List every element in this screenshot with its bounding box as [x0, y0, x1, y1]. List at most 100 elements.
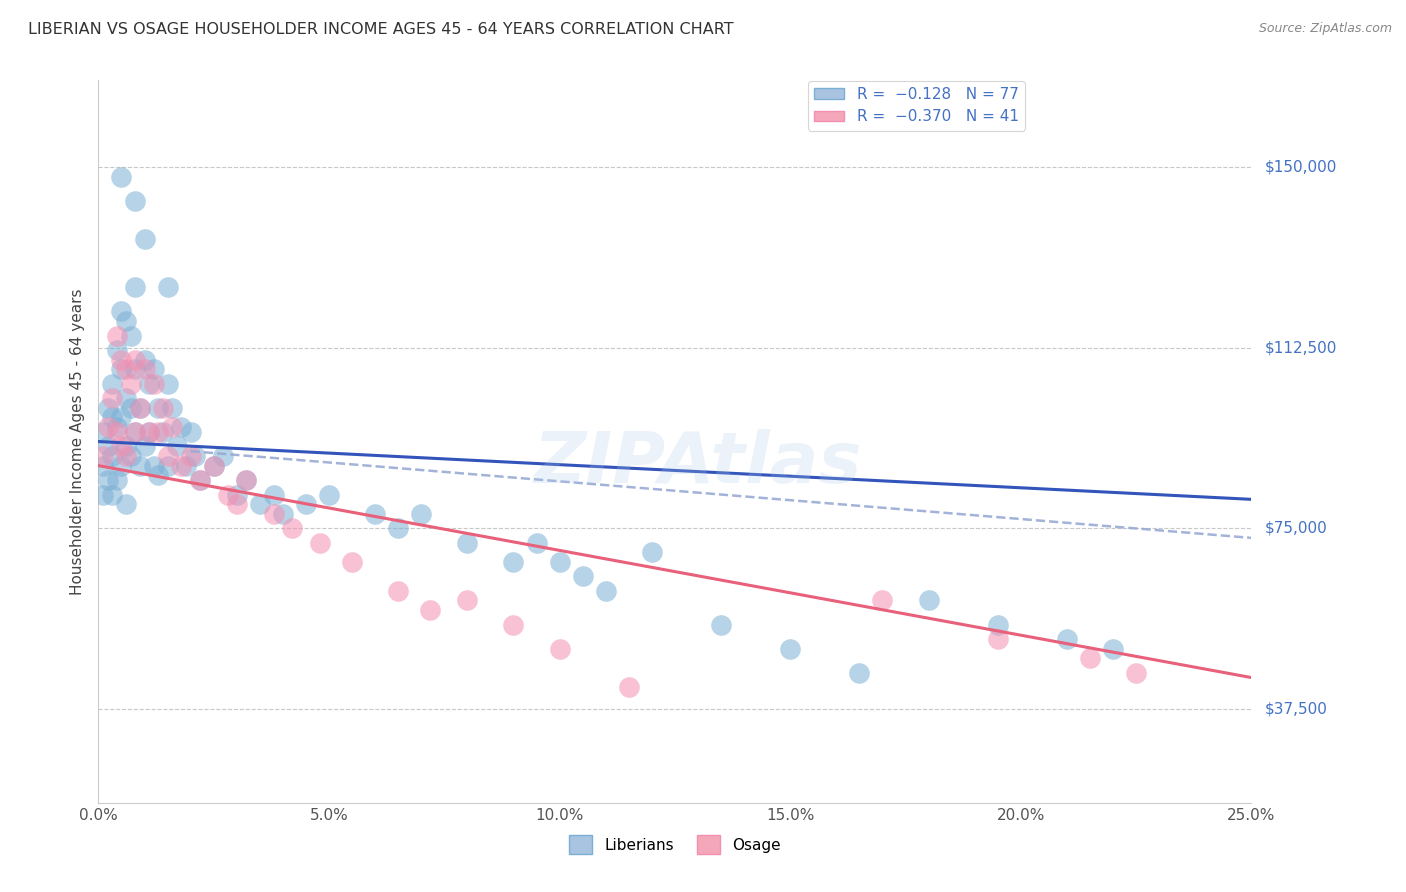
Point	[120, 328, 142, 343]
Point	[115, 439, 138, 453]
Point	[124, 425, 146, 439]
Point	[120, 376, 142, 391]
Point	[129, 401, 152, 415]
Point	[502, 555, 524, 569]
Point	[152, 401, 174, 415]
Point	[110, 352, 132, 367]
Point	[142, 362, 165, 376]
Point	[848, 665, 870, 680]
Point	[188, 473, 211, 487]
Point	[115, 362, 138, 376]
Point	[91, 487, 114, 501]
Point	[124, 194, 146, 208]
Point	[156, 376, 179, 391]
Point	[134, 362, 156, 376]
Point	[124, 362, 146, 376]
Point	[101, 449, 124, 463]
Point	[160, 401, 183, 415]
Text: ZIPAtlas: ZIPAtlas	[534, 429, 862, 498]
Point	[156, 458, 179, 473]
Point	[91, 449, 114, 463]
Point	[872, 593, 894, 607]
Point	[110, 410, 132, 425]
Point	[225, 497, 247, 511]
Point	[148, 401, 170, 415]
Point	[105, 420, 128, 434]
Point	[110, 362, 132, 376]
Point	[917, 593, 939, 607]
Point	[97, 420, 120, 434]
Point	[263, 487, 285, 501]
Point	[110, 169, 132, 184]
Point	[120, 401, 142, 415]
Point	[124, 425, 146, 439]
Point	[1056, 632, 1078, 646]
Point	[710, 617, 733, 632]
Text: $150,000: $150,000	[1265, 160, 1337, 175]
Point	[115, 449, 138, 463]
Point	[571, 569, 593, 583]
Point	[1078, 651, 1101, 665]
Point	[235, 473, 257, 487]
Point	[129, 401, 152, 415]
Point	[1102, 641, 1125, 656]
Point	[419, 603, 441, 617]
Point	[595, 583, 617, 598]
Point	[212, 449, 235, 463]
Point	[548, 641, 571, 656]
Point	[124, 352, 146, 367]
Point	[138, 425, 160, 439]
Text: Source: ZipAtlas.com: Source: ZipAtlas.com	[1258, 22, 1392, 36]
Point	[138, 425, 160, 439]
Point	[235, 473, 257, 487]
Point	[779, 641, 801, 656]
Text: LIBERIAN VS OSAGE HOUSEHOLDER INCOME AGES 45 - 64 YEARS CORRELATION CHART: LIBERIAN VS OSAGE HOUSEHOLDER INCOME AGE…	[28, 22, 734, 37]
Point	[105, 473, 128, 487]
Point	[188, 473, 211, 487]
Point	[148, 468, 170, 483]
Point	[987, 617, 1010, 632]
Point	[387, 521, 409, 535]
Point	[180, 449, 202, 463]
Point	[281, 521, 304, 535]
Point	[101, 487, 124, 501]
Point	[170, 458, 193, 473]
Point	[387, 583, 409, 598]
Point	[166, 439, 188, 453]
Point	[115, 391, 138, 405]
Point	[456, 593, 478, 607]
Point	[160, 420, 183, 434]
Text: $37,500: $37,500	[1265, 701, 1329, 716]
Point	[138, 376, 160, 391]
Point	[152, 425, 174, 439]
Point	[124, 280, 146, 294]
Point	[134, 439, 156, 453]
Point	[156, 449, 179, 463]
Legend: Liberians, Osage: Liberians, Osage	[562, 830, 787, 860]
Point	[271, 507, 294, 521]
Point	[263, 507, 285, 521]
Point	[225, 487, 247, 501]
Point	[101, 410, 124, 425]
Point	[987, 632, 1010, 646]
Point	[91, 458, 114, 473]
Point	[174, 458, 197, 473]
Point	[91, 425, 114, 439]
Point	[249, 497, 271, 511]
Point	[364, 507, 387, 521]
Point	[101, 391, 124, 405]
Point	[170, 420, 193, 434]
Point	[142, 376, 165, 391]
Point	[641, 545, 664, 559]
Point	[105, 328, 128, 343]
Point	[202, 458, 225, 473]
Point	[97, 473, 120, 487]
Point	[202, 458, 225, 473]
Point	[115, 497, 138, 511]
Point	[217, 487, 239, 501]
Point	[318, 487, 340, 501]
Point	[548, 555, 571, 569]
Point	[617, 680, 640, 694]
Point	[105, 343, 128, 357]
Point	[134, 232, 156, 246]
